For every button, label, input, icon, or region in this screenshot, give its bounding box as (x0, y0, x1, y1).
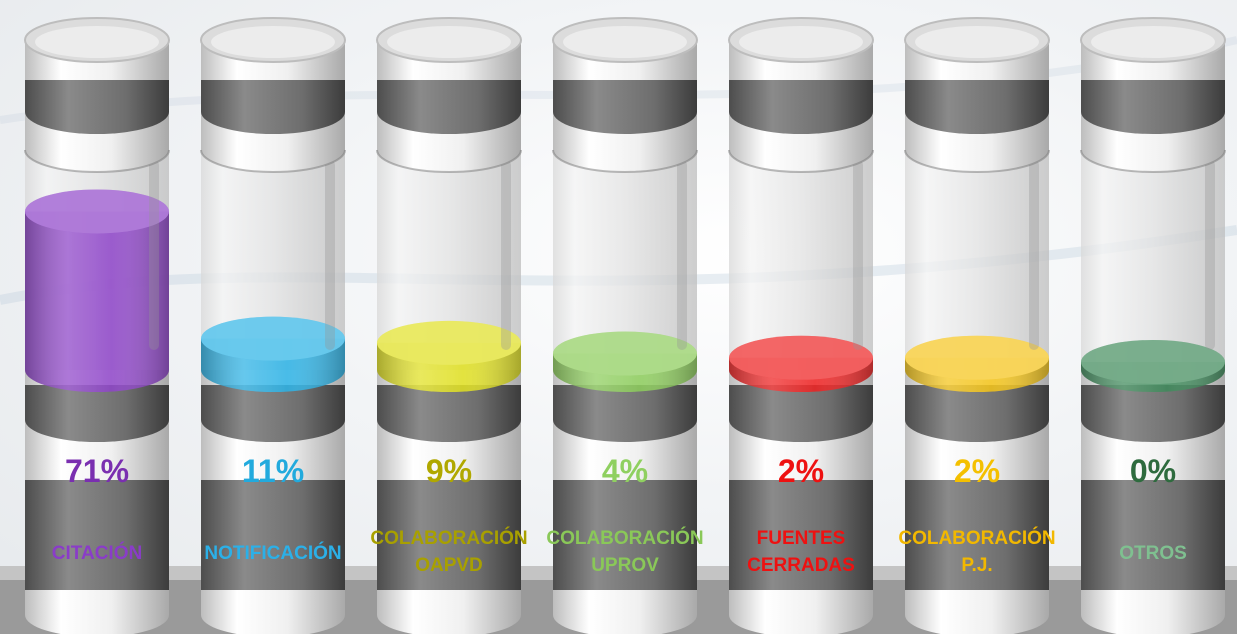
cylinder-bar: 4% COLABORACIÓN UPROV (546, 17, 704, 634)
value-label: 0% (1130, 453, 1176, 489)
cylinder-bar: 0% OTROS (1080, 17, 1226, 634)
liquid-fill (553, 331, 697, 392)
category-label: FUENTES (757, 528, 846, 549)
category-label: NOTIFICACIÓN (204, 542, 341, 564)
liquid-fill (729, 335, 873, 392)
cylinder-bar: 9% COLABORACIÓN OAPVD (370, 17, 528, 634)
value-label: 9% (426, 453, 472, 489)
liquid-fill (201, 316, 345, 392)
cylinder-bar: 71% CITACIÓN (24, 17, 170, 634)
category-label: OAPVD (415, 555, 483, 576)
cylinder-bar: 2% COLABORACIÓN P.J. (898, 17, 1056, 634)
value-label: 71% (65, 453, 129, 489)
value-label: 2% (954, 453, 1000, 489)
category-label: CERRADAS (747, 555, 855, 576)
cylinder-bar: 11% NOTIFICACIÓN (200, 17, 346, 634)
category-label: COLABORACIÓN (546, 527, 703, 549)
category-label: CITACIÓN (52, 542, 142, 564)
cylinder-bar: 2% FUENTES CERRADAS (728, 17, 874, 634)
liquid-fill (1081, 340, 1225, 392)
category-label: P.J. (961, 555, 992, 576)
liquid-fill (377, 320, 521, 392)
value-label: 2% (778, 453, 824, 489)
value-label: 11% (242, 453, 304, 489)
liquid-fill (905, 335, 1049, 392)
category-label: UPROV (591, 555, 659, 576)
category-label: COLABORACIÓN (370, 527, 527, 549)
liquid-fill (25, 189, 169, 392)
category-label: OTROS (1119, 543, 1187, 564)
category-label: COLABORACIÓN (898, 527, 1055, 549)
value-label: 4% (602, 453, 648, 489)
